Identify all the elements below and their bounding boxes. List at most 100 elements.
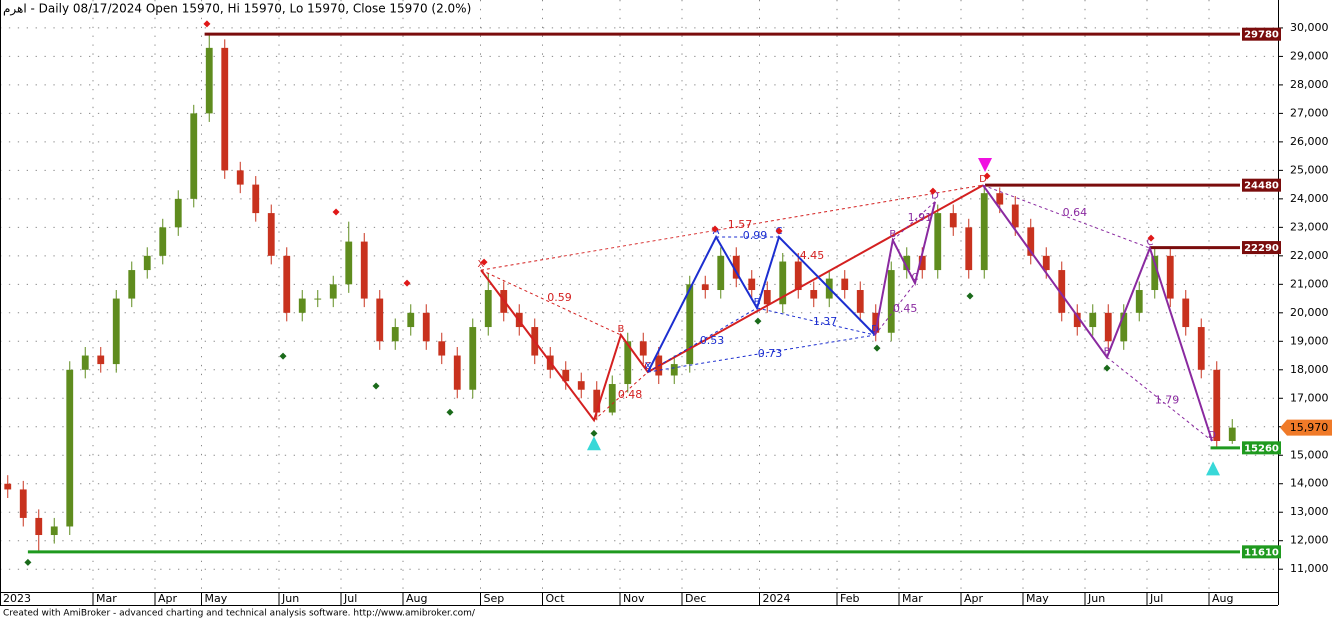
candle-body bbox=[608, 384, 616, 413]
ratio-label: 0.53 bbox=[700, 334, 725, 347]
pattern-point-label: C bbox=[644, 361, 651, 372]
candle-body bbox=[1058, 270, 1066, 313]
candle-body bbox=[19, 489, 27, 518]
y-tick-label: 12,000 bbox=[1290, 534, 1329, 547]
candle-body bbox=[965, 227, 973, 271]
pivot-high bbox=[775, 227, 783, 235]
pattern-point-label: B bbox=[889, 229, 896, 240]
candle-body bbox=[469, 327, 477, 390]
chart-title: اهرم - Daily 08/17/2024 Open 15970, Hi 1… bbox=[3, 2, 471, 17]
pattern-point-label: D bbox=[979, 174, 987, 185]
candle-body bbox=[1120, 312, 1128, 342]
ratio-label: 4.45 bbox=[800, 249, 825, 262]
pivot-low bbox=[279, 352, 287, 360]
candle-body bbox=[267, 213, 275, 256]
x-tick-label: Jun bbox=[1087, 592, 1105, 605]
candle-body bbox=[221, 47, 229, 171]
candle-body bbox=[996, 193, 1004, 205]
pivot-high bbox=[711, 225, 719, 233]
candle-body bbox=[360, 241, 368, 299]
y-tick-label: 28,000 bbox=[1290, 78, 1329, 91]
pattern-ratio-line bbox=[480, 184, 984, 271]
x-tick-label: Jul bbox=[1149, 592, 1163, 605]
level-label: 24480 bbox=[1244, 181, 1279, 192]
y-tick-label: 24,000 bbox=[1290, 192, 1329, 205]
pivot-low bbox=[372, 382, 380, 390]
candle-body bbox=[1182, 298, 1190, 328]
x-tick-label: Feb bbox=[840, 592, 859, 605]
ratio-label: 0.99 bbox=[743, 229, 768, 242]
candle-body bbox=[422, 312, 430, 342]
pattern-point-label: C bbox=[1146, 237, 1153, 248]
candle-body bbox=[112, 298, 120, 365]
y-tick-label: 21,000 bbox=[1290, 277, 1329, 290]
level-box bbox=[1242, 178, 1281, 192]
ratio-label: 0.73 bbox=[758, 347, 783, 360]
x-tick-label: Nov bbox=[623, 592, 645, 605]
candle-body bbox=[345, 241, 353, 285]
ratio-label: 0.59 bbox=[547, 291, 572, 304]
pattern-point-label: X bbox=[478, 259, 485, 270]
candle-body bbox=[236, 170, 244, 185]
x-tick-label: Dec bbox=[685, 592, 706, 605]
y-tick-label: 20,000 bbox=[1290, 306, 1329, 319]
pivot-high bbox=[1147, 234, 1155, 242]
y-tick-label: 14,000 bbox=[1290, 477, 1329, 490]
pivot-low bbox=[966, 292, 974, 300]
ratio-label: 0.64 bbox=[1063, 206, 1088, 219]
pattern-ratio-line bbox=[480, 269, 622, 336]
y-tick-label: 17,000 bbox=[1290, 391, 1329, 404]
pattern-point-label: D bbox=[931, 191, 939, 202]
level-box bbox=[1242, 441, 1281, 455]
x-tick-label: May bbox=[1026, 592, 1049, 605]
pattern-ratio-line bbox=[1106, 356, 1213, 442]
candle-body bbox=[624, 341, 632, 385]
candle-body bbox=[1073, 312, 1081, 328]
pivot-high bbox=[480, 258, 488, 266]
candle-body bbox=[1027, 227, 1035, 256]
pattern-point-label: B bbox=[617, 324, 624, 335]
candle-body bbox=[35, 517, 43, 536]
ratio-label: 1.37 bbox=[813, 315, 838, 328]
pattern-point-label: C bbox=[911, 272, 918, 283]
candle-body bbox=[810, 290, 818, 299]
y-tick-label: 26,000 bbox=[1290, 135, 1329, 148]
candle-body bbox=[903, 255, 911, 271]
x-tick-label: Aug bbox=[406, 592, 427, 605]
x-tick-label: Jun bbox=[281, 592, 299, 605]
overlay: X B C D 0.59 0.48 1.57 4.45 X A B C D 0.53 0.99 1.37 0.7… bbox=[24, 20, 1240, 566]
candle-body bbox=[4, 483, 12, 490]
level-box bbox=[1242, 241, 1281, 255]
x-tick-label: Sep bbox=[484, 592, 505, 605]
y-tick-label: 13,000 bbox=[1290, 505, 1329, 518]
candle-body bbox=[1151, 255, 1159, 291]
pivot-high bbox=[403, 279, 411, 287]
pattern-line bbox=[982, 184, 1214, 442]
x-tick-label: Mar bbox=[96, 592, 117, 605]
pattern-ratio-line bbox=[647, 334, 876, 373]
x-tick-label: Mar bbox=[902, 592, 923, 605]
last-price-label: 15,970 bbox=[1290, 421, 1329, 434]
y-tick-label: 11,000 bbox=[1290, 562, 1329, 575]
candle-body bbox=[1011, 204, 1019, 228]
pivot-low bbox=[590, 429, 598, 437]
candle-body bbox=[407, 312, 415, 328]
candle-body bbox=[143, 255, 151, 271]
level-box bbox=[1242, 27, 1281, 41]
x-tick-label: Jul bbox=[343, 592, 357, 605]
candle-body bbox=[1089, 312, 1097, 328]
candle-body bbox=[794, 261, 802, 291]
candle-body bbox=[748, 278, 756, 291]
y-tick-label: 25,000 bbox=[1290, 163, 1329, 176]
pattern-point-label: X bbox=[644, 361, 651, 372]
x-tick-label: Apr bbox=[158, 592, 178, 605]
ratio-label: 1.91 bbox=[908, 211, 933, 224]
signal-arrow bbox=[586, 436, 601, 451]
candles bbox=[4, 34, 1236, 552]
candle-body bbox=[686, 284, 694, 365]
pivot-low bbox=[1103, 364, 1111, 372]
candle-body bbox=[949, 213, 957, 228]
candle-body bbox=[1213, 369, 1221, 442]
last-price-tag bbox=[1280, 419, 1332, 436]
x-tick-label: Aug bbox=[1212, 592, 1233, 605]
